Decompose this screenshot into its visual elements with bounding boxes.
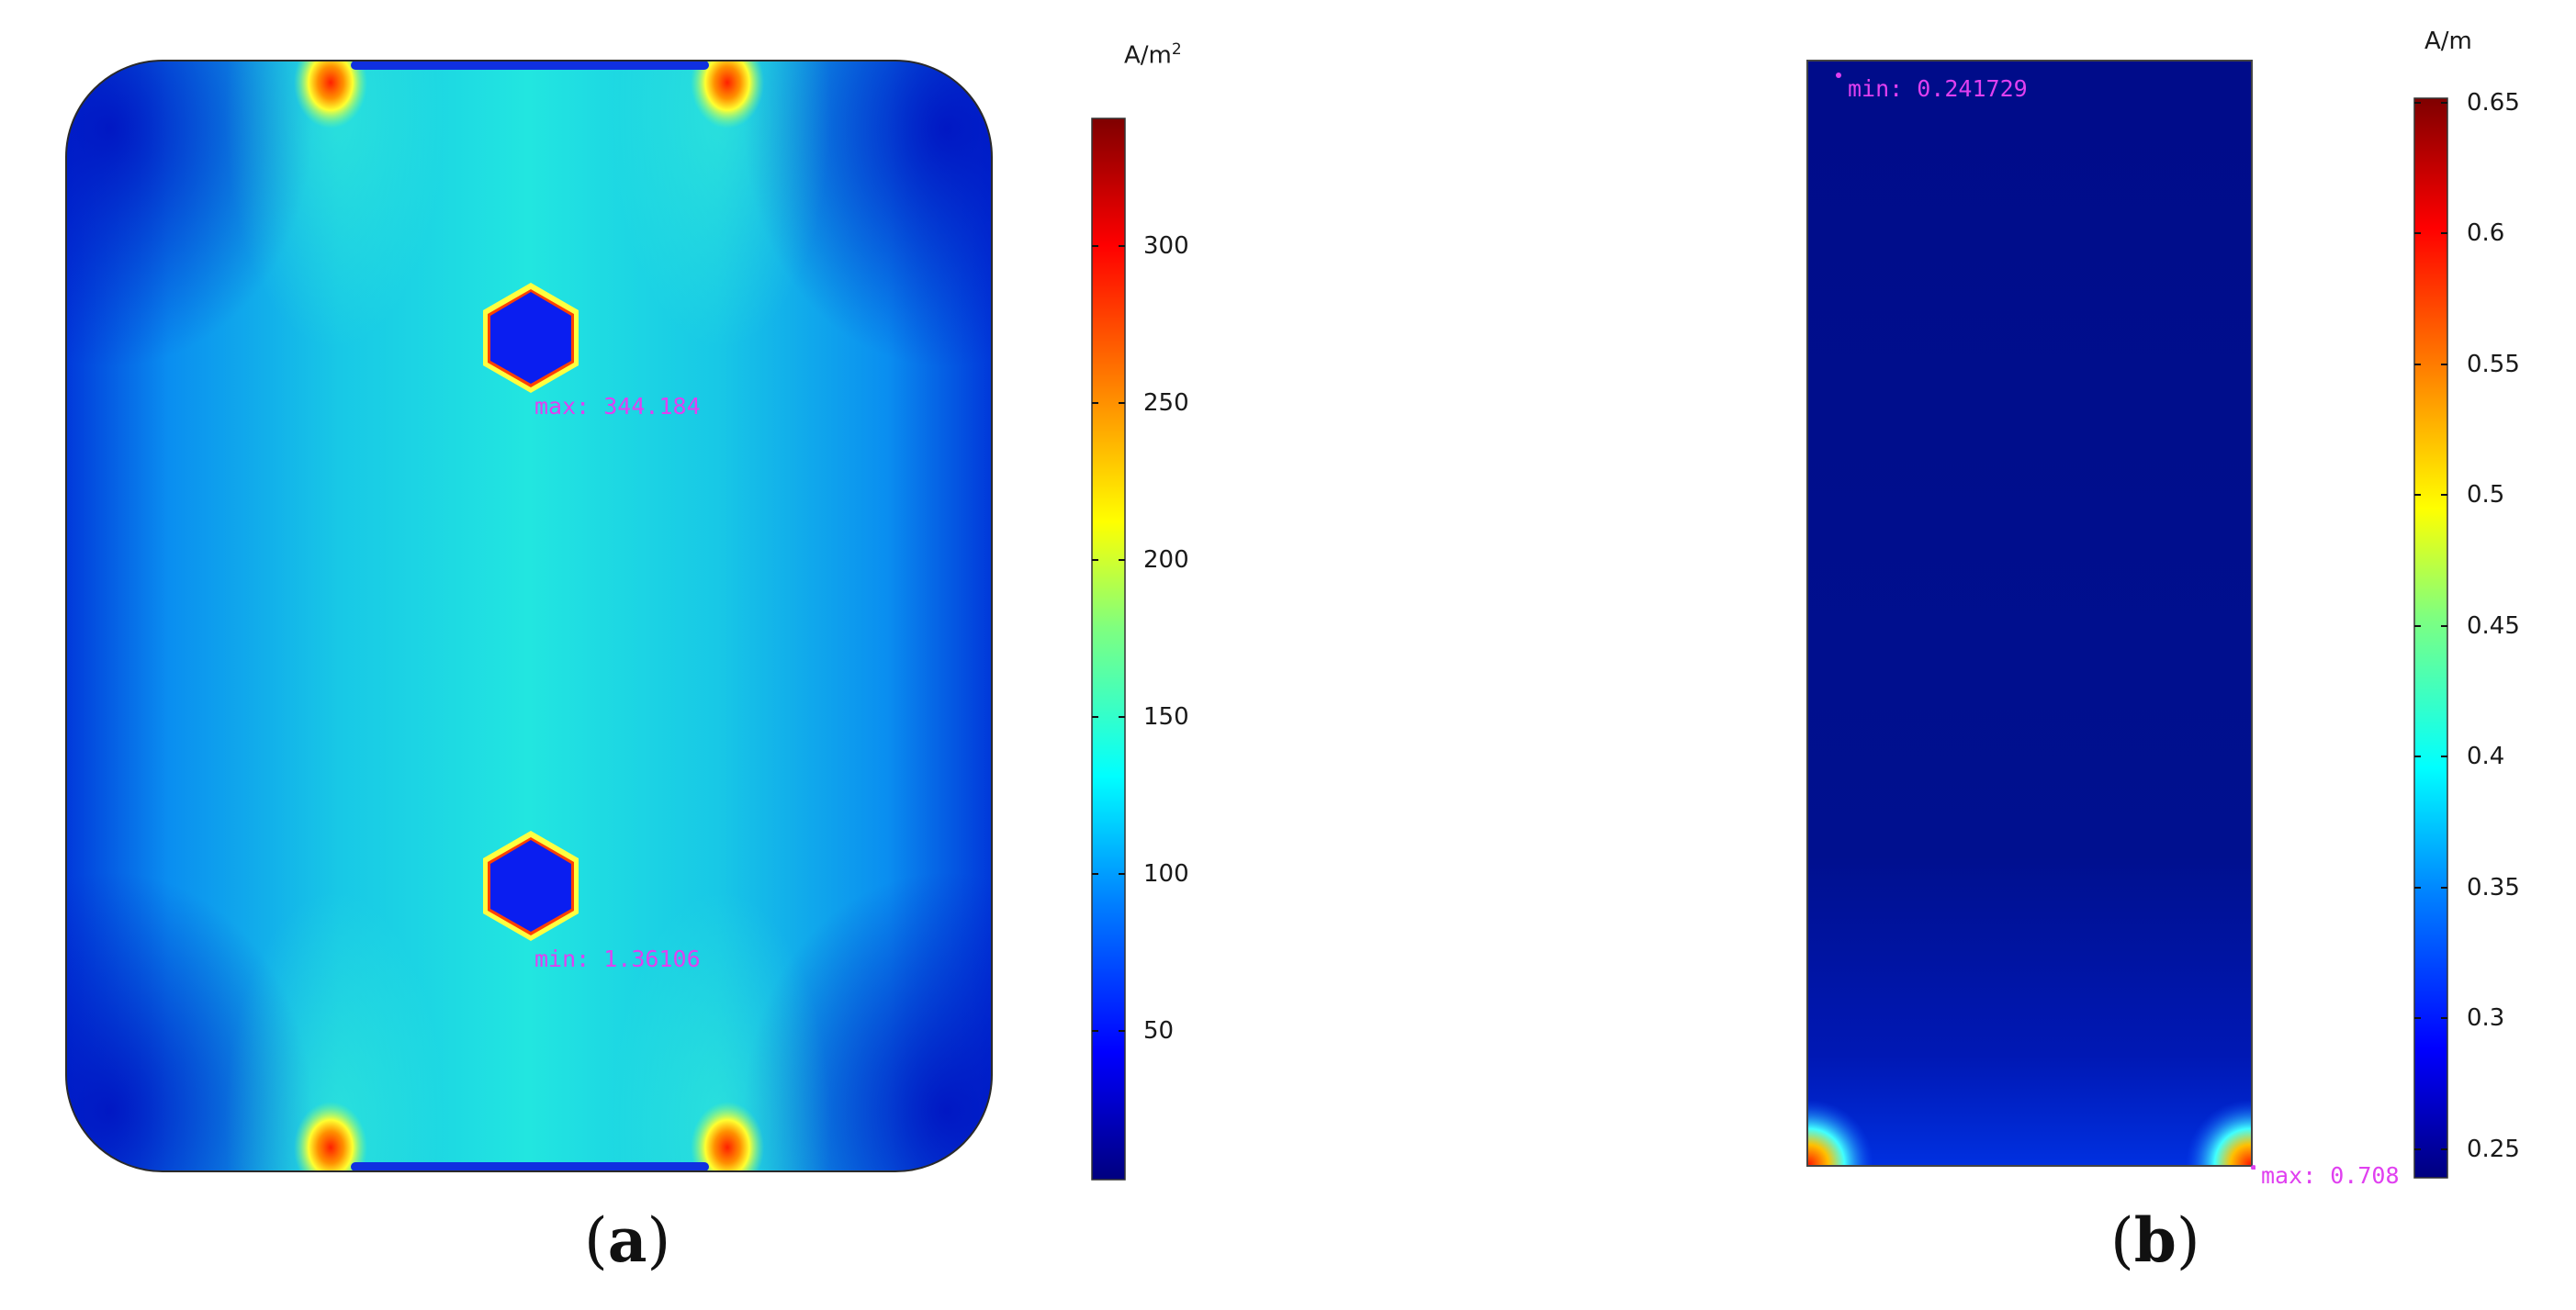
colorbar-b-tick-0.35: 0.35 bbox=[2467, 874, 2520, 901]
min-label-b: min: 0.241729 bbox=[1848, 75, 2028, 102]
colorbar-a-tick-150: 150 bbox=[1143, 703, 1189, 731]
colorbar-b-tick-0.45: 0.45 bbox=[2467, 612, 2520, 640]
current-density-plot-b bbox=[1806, 60, 2255, 1170]
colorbar-a-tick-50: 50 bbox=[1143, 1017, 1175, 1045]
unit-label-a: A/m2 bbox=[1124, 40, 1182, 70]
colorbar-a-tick-100: 100 bbox=[1143, 860, 1189, 888]
caption-a: (a) bbox=[584, 1204, 671, 1276]
max-label-a: max: 344.184 bbox=[534, 393, 701, 420]
colorbar-a-tick-250: 250 bbox=[1143, 389, 1189, 417]
colorbar-b bbox=[2413, 97, 2448, 1179]
max-label-b: max: 0.708 bbox=[2261, 1162, 2400, 1189]
panel-a: max: 344.184 min: 1.36106 A/m2 bbox=[0, 0, 1286, 1310]
panel-b: min: 0.241729 max: 0.708 A/m bbox=[1286, 0, 2576, 1310]
unit-superscript-a: 2 bbox=[1171, 40, 1182, 59]
min-label-a: min: 1.36106 bbox=[534, 946, 701, 972]
colorbar-b-tick-0.4: 0.4 bbox=[2467, 743, 2505, 770]
colorbar-a-tick-200: 200 bbox=[1143, 546, 1189, 574]
colorbar-b-tick-0.55: 0.55 bbox=[2467, 351, 2520, 378]
unit-label-b: A/m bbox=[2424, 28, 2472, 55]
hex-hole-top bbox=[483, 283, 579, 393]
colorbar-b-tick-0.6: 0.6 bbox=[2467, 219, 2505, 247]
current-density-plot-a bbox=[65, 60, 993, 1172]
colorbar-a bbox=[1091, 118, 1126, 1181]
colorbar-b-tick-0.3: 0.3 bbox=[2467, 1004, 2505, 1032]
caption-b: (b) bbox=[2110, 1204, 2200, 1276]
hex-hole-bottom bbox=[483, 831, 579, 941]
colorbar-b-tick-0.5: 0.5 bbox=[2467, 481, 2505, 509]
colorbar-a-tick-300: 300 bbox=[1143, 232, 1189, 260]
colorbar-b-tick-0.25: 0.25 bbox=[2467, 1136, 2520, 1163]
unit-text-a: A/m bbox=[1124, 41, 1172, 70]
colorbar-b-tick-0.65: 0.65 bbox=[2467, 89, 2520, 117]
